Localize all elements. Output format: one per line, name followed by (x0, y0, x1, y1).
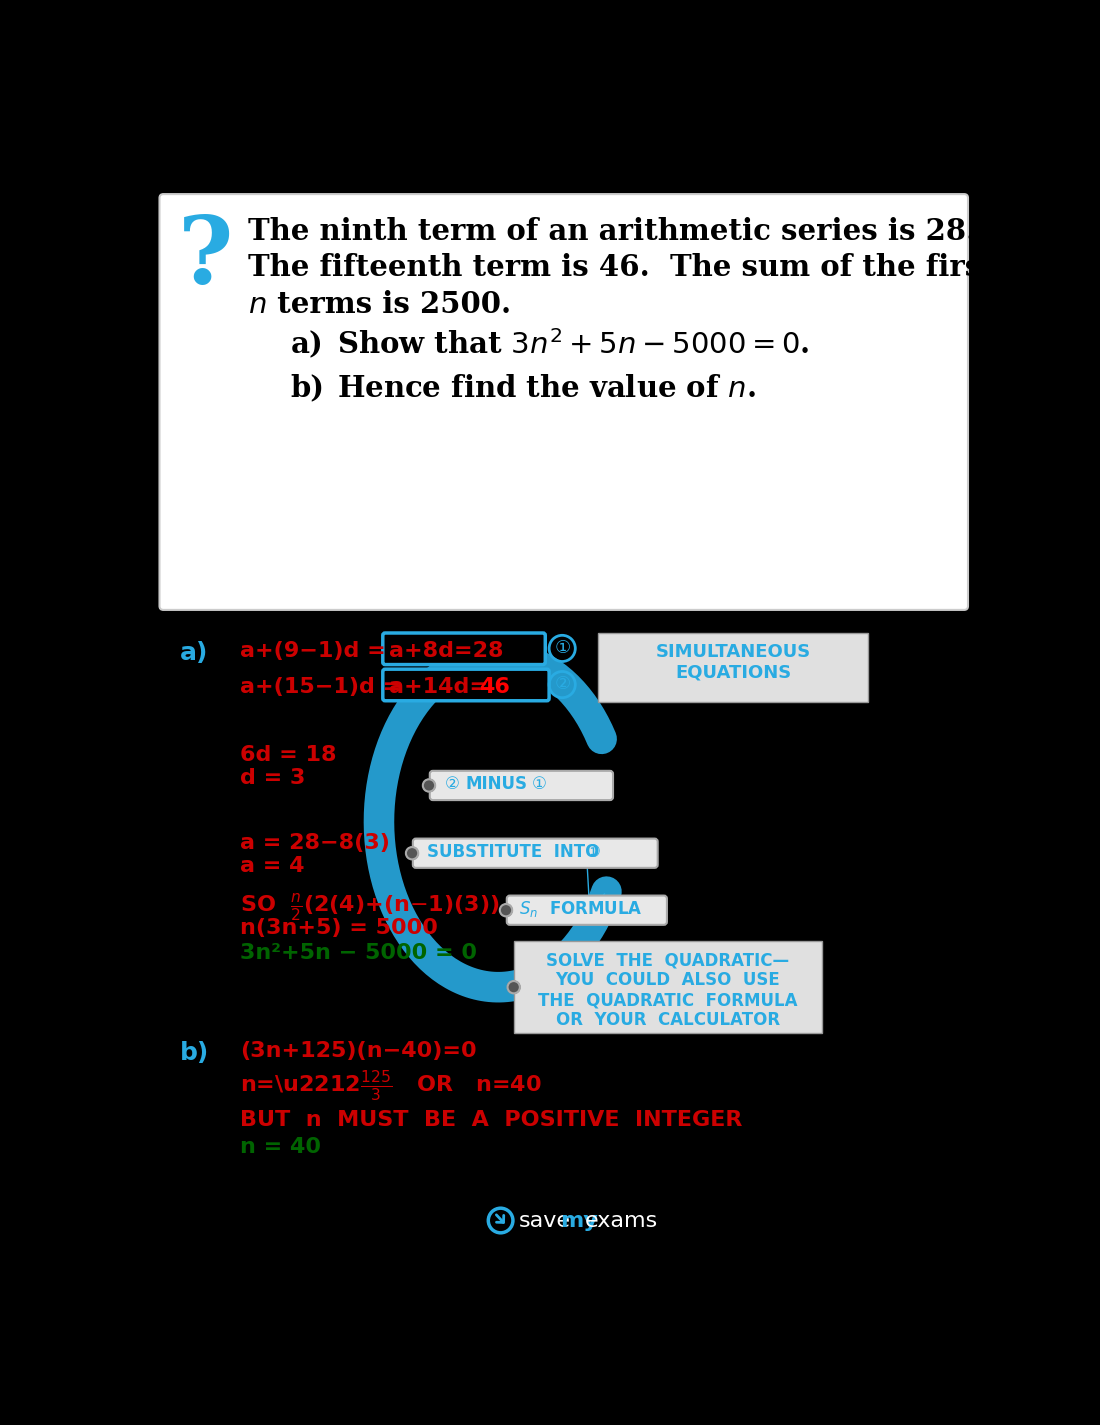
Text: YOU  COULD  ALSO  USE: YOU COULD ALSO USE (556, 970, 780, 989)
Text: save: save (519, 1210, 571, 1231)
Text: $S_n$  FORMULA: $S_n$ FORMULA (519, 899, 642, 919)
FancyBboxPatch shape (160, 194, 968, 610)
Text: SUBSTITUTE  INTO: SUBSTITUTE INTO (428, 842, 600, 861)
Text: a+(9−1)d =: a+(9−1)d = (241, 641, 386, 661)
Text: $n$: $n$ (249, 291, 266, 319)
Circle shape (499, 903, 513, 916)
FancyBboxPatch shape (507, 895, 667, 925)
Text: d = 3: d = 3 (241, 768, 306, 788)
Text: n(3n+5) = 5000: n(3n+5) = 5000 (241, 918, 438, 938)
Circle shape (406, 846, 418, 859)
Text: The ninth term of an arithmetic series is 28.: The ninth term of an arithmetic series i… (249, 217, 977, 247)
FancyBboxPatch shape (430, 771, 613, 799)
FancyBboxPatch shape (514, 940, 822, 1033)
FancyBboxPatch shape (383, 633, 546, 664)
Text: b): b) (180, 1042, 209, 1064)
Text: 3n²+5n − 5000 = 0: 3n²+5n − 5000 = 0 (241, 943, 477, 963)
Circle shape (422, 779, 436, 792)
Text: ②: ② (554, 675, 570, 693)
Text: exams: exams (584, 1210, 658, 1231)
Text: a): a) (290, 331, 323, 359)
Text: ①: ① (531, 775, 547, 792)
Text: (3n+125)(n−40)=0: (3n+125)(n−40)=0 (241, 1042, 477, 1062)
Text: EQUATIONS: EQUATIONS (675, 663, 791, 681)
Text: b): b) (290, 373, 324, 402)
FancyBboxPatch shape (383, 670, 549, 701)
Text: n = 40: n = 40 (241, 1137, 321, 1157)
Text: a = 4: a = 4 (241, 856, 305, 876)
Text: ①: ① (585, 842, 601, 861)
Text: ②: ② (444, 775, 460, 792)
Text: a+(15−1)d =: a+(15−1)d = (241, 677, 402, 697)
Text: OR  YOUR  CALCULATOR: OR YOUR CALCULATOR (556, 1012, 780, 1029)
Text: Hence find the value of $n$.: Hence find the value of $n$. (337, 373, 756, 402)
FancyBboxPatch shape (412, 838, 658, 868)
Text: 46: 46 (480, 677, 510, 697)
Text: a+8d=28: a+8d=28 (389, 641, 504, 661)
Text: a = 28−8(3): a = 28−8(3) (241, 834, 390, 854)
Circle shape (507, 980, 520, 993)
Text: terms is 2500.: terms is 2500. (267, 291, 512, 319)
Text: 6d = 18: 6d = 18 (241, 745, 337, 765)
Text: ?: ? (178, 214, 233, 304)
Text: BUT  n  MUST  BE  A  POSITIVE  INTEGER: BUT n MUST BE A POSITIVE INTEGER (241, 1110, 743, 1130)
Text: SIMULTANEOUS: SIMULTANEOUS (656, 643, 811, 661)
FancyBboxPatch shape (598, 633, 868, 703)
Text: The fifteenth term is 46.  The sum of the first: The fifteenth term is 46. The sum of the… (249, 254, 994, 282)
Text: SOLVE  THE  QUADRATIC—: SOLVE THE QUADRATIC— (546, 950, 790, 969)
Text: n=\u2212$\frac{125}{3}$   OR   n=40: n=\u2212$\frac{125}{3}$ OR n=40 (241, 1069, 542, 1103)
Text: a): a) (180, 641, 209, 664)
Text: SO  $\frac{n}{2}$(2(4)+(n$-$1)(3)) = 2500: SO $\frac{n}{2}$(2(4)+(n$-$1)(3)) = 2500 (241, 891, 597, 923)
Text: Show that $3n^2 + 5n - 5000 = 0$.: Show that $3n^2 + 5n - 5000 = 0$. (337, 331, 810, 361)
Text: MINUS: MINUS (465, 775, 527, 792)
Text: THE  QUADRATIC  FORMULA: THE QUADRATIC FORMULA (538, 990, 798, 1009)
Text: a+14d=: a+14d= (389, 677, 488, 697)
Text: my: my (560, 1210, 597, 1231)
Text: ①: ① (554, 638, 570, 657)
